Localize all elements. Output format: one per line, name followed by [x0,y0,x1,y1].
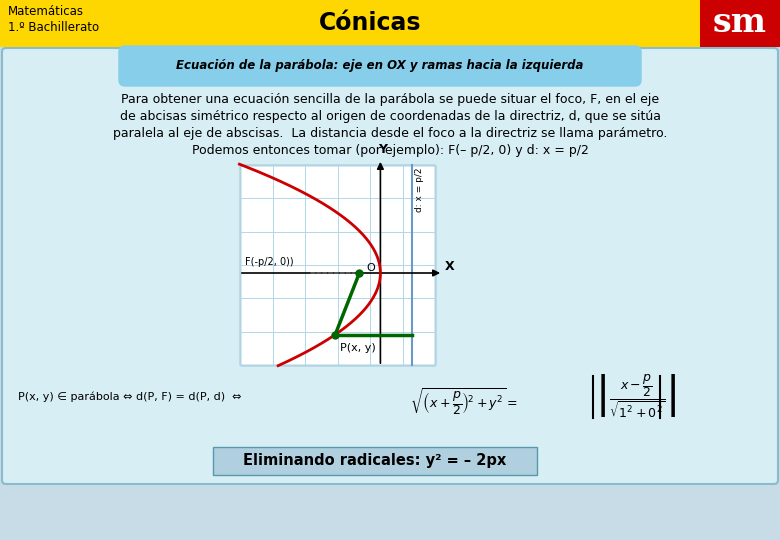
Text: 1.º Bachillerato: 1.º Bachillerato [8,21,99,34]
Text: Eliminando radicales: y² = – 2px: Eliminando radicales: y² = – 2px [243,454,507,469]
Text: paralela al eje de abscisas.  La distancia desde el foco a la directriz se llama: paralela al eje de abscisas. La distanci… [113,127,667,140]
Text: Ecuación de la parábola: eje en OX y ramas hacia la izquierda: Ecuación de la parábola: eje en OX y ram… [176,59,583,72]
FancyBboxPatch shape [119,46,641,86]
Text: Podemos entonces tomar (por ejemplo): F(– p/2, 0) y d: x = p/2: Podemos entonces tomar (por ejemplo): F(… [192,144,588,157]
Text: Y: Y [378,143,387,156]
FancyBboxPatch shape [240,165,435,365]
FancyBboxPatch shape [2,48,778,484]
Text: $\left|\dfrac{x-\dfrac{p}{2}}{\sqrt{1^2+0^2}}\right|$: $\left|\dfrac{x-\dfrac{p}{2}}{\sqrt{1^2+… [595,373,676,421]
Text: P(x, y) ∈ parábola ⇔ d(P, F) = d(P, d)  ⇔: P(x, y) ∈ parábola ⇔ d(P, F) = d(P, d) ⇔ [18,392,242,402]
Text: Matemáticas: Matemáticas [8,5,84,18]
Text: Para obtener una ecuación sencilla de la parábola se puede situar el foco, F, en: Para obtener una ecuación sencilla de la… [121,93,659,106]
Text: Cónicas: Cónicas [319,11,421,35]
Text: sm: sm [713,6,767,39]
Text: X: X [445,260,455,273]
Text: P(x, y): P(x, y) [340,342,376,353]
Text: $\sqrt{\left(x+\dfrac{p}{2}\right)^{\!2}+y^{2}}=$: $\sqrt{\left(x+\dfrac{p}{2}\right)^{\!2}… [410,387,518,417]
Text: d: x = p/2: d: x = p/2 [415,167,424,212]
FancyBboxPatch shape [0,0,780,47]
Text: de abcisas simétrico respecto al origen de coordenadas de la directriz, d, que s: de abcisas simétrico respecto al origen … [119,110,661,123]
Text: O: O [367,263,375,273]
FancyBboxPatch shape [213,447,537,475]
FancyBboxPatch shape [700,0,780,47]
Text: F(-p/2, 0)): F(-p/2, 0)) [245,257,293,267]
